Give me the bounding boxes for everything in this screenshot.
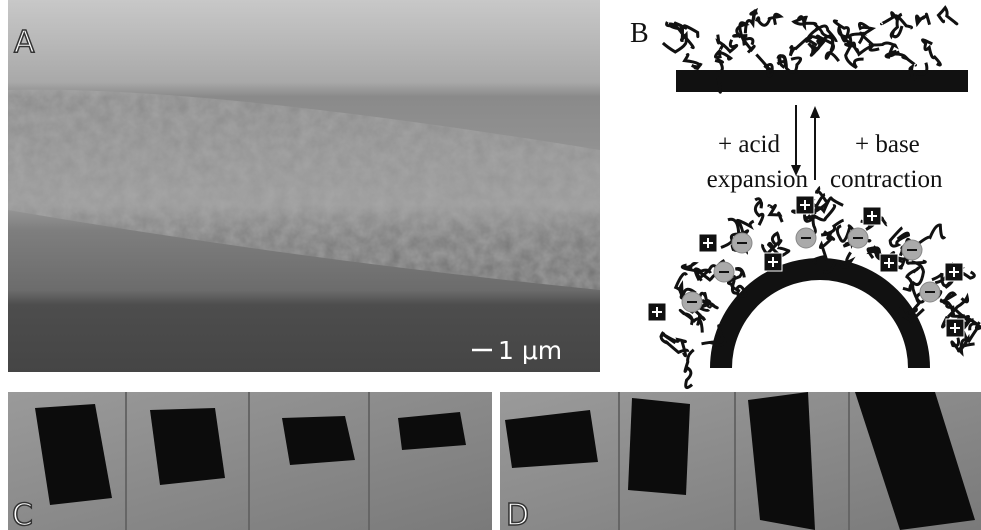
panel-label: C	[12, 498, 33, 530]
polymer-chain	[755, 199, 763, 225]
arrow-label: contraction	[830, 166, 943, 193]
divider	[125, 392, 127, 530]
divider	[848, 392, 850, 530]
divider	[248, 392, 250, 530]
film	[628, 398, 690, 495]
arrow-label: expansion	[707, 166, 809, 193]
panel-a: A 1 μm	[8, 0, 600, 372]
arrow-label: + acid	[718, 131, 780, 158]
divider	[734, 392, 736, 530]
panel-c: C	[8, 392, 492, 530]
polymer-chain	[938, 8, 956, 24]
figure: A 1 μm B + acid expansion + base contrac…	[0, 0, 981, 530]
polymer-chain	[728, 219, 754, 234]
polymer-chain	[923, 40, 941, 65]
polymer-chain	[769, 205, 782, 222]
panel-label: D	[506, 498, 529, 530]
polymer-chain	[663, 334, 685, 355]
polymer-chain	[685, 55, 702, 69]
arrow-label: + base	[855, 131, 920, 158]
divider	[368, 392, 370, 530]
polymer-chain	[779, 56, 801, 73]
panel-label: B	[630, 18, 649, 49]
polymer-chain	[745, 11, 756, 34]
polymer-chain	[891, 52, 916, 65]
film	[150, 408, 225, 485]
panel-label: A	[14, 25, 35, 60]
polymer-chain	[917, 14, 930, 25]
panel-d: D	[500, 392, 981, 530]
polymer-chain	[756, 14, 780, 25]
polymer-chain	[834, 21, 850, 41]
scale-bar-label: 1 μm	[498, 336, 562, 365]
panel-b: B + acid expansion + base contraction	[630, 8, 980, 388]
film	[505, 410, 598, 468]
film	[398, 412, 466, 450]
arrow-head	[810, 106, 820, 118]
divider	[618, 392, 620, 530]
film	[282, 416, 355, 465]
